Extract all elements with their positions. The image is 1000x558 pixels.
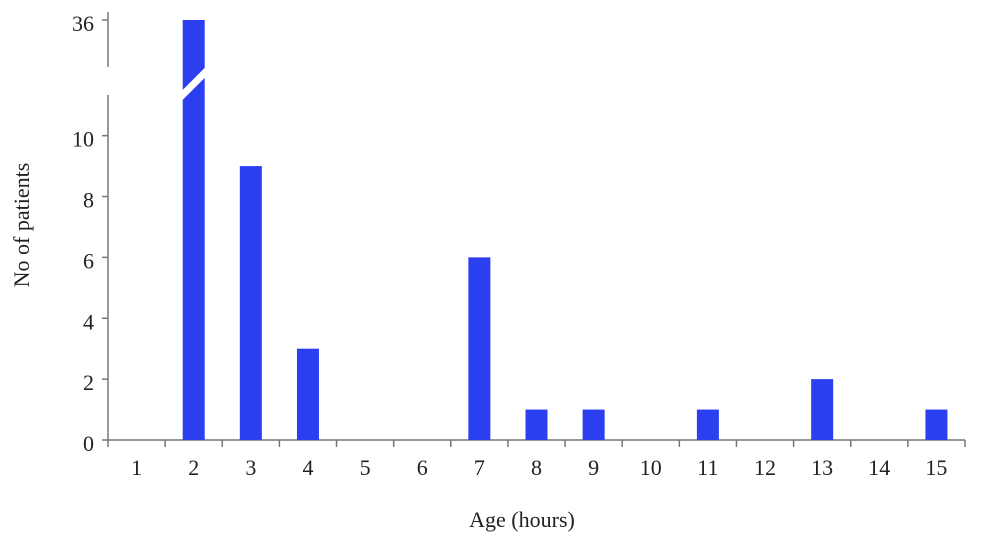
y-tick-label: 2	[83, 370, 94, 395]
bar	[582, 409, 605, 440]
bar	[525, 409, 548, 440]
x-tick-label: 9	[588, 455, 599, 480]
x-tick-label: 5	[360, 455, 371, 480]
x-tick-label: 4	[302, 455, 313, 480]
x-tick-label: 12	[754, 455, 776, 480]
bar	[239, 166, 262, 440]
bar	[811, 379, 834, 440]
y-tick-label: 0	[83, 431, 94, 456]
x-axis-label: Age (hours)	[469, 507, 575, 532]
x-tick-label: 8	[531, 455, 542, 480]
x-tick-label: 11	[697, 455, 718, 480]
y-tick-label: 4	[83, 309, 94, 334]
x-tick-label: 3	[245, 455, 256, 480]
y-tick-label: 36	[72, 11, 94, 36]
axis-break-mark	[179, 64, 208, 103]
x-tick-label: 6	[417, 455, 428, 480]
bar	[468, 257, 491, 440]
x-tick-label: 2	[188, 455, 199, 480]
x-tick-label: 15	[925, 455, 947, 480]
y-tick-label: 6	[83, 248, 94, 273]
bar	[696, 409, 719, 440]
x-tick-label: 10	[640, 455, 662, 480]
x-tick-label: 13	[811, 455, 833, 480]
y-tick-label: 8	[83, 188, 94, 213]
x-tick-label: 14	[868, 455, 890, 480]
y-axis-label: No of patients	[9, 163, 34, 288]
bar	[925, 409, 948, 440]
y-tick-label: 10	[72, 127, 94, 152]
x-tick-label: 1	[131, 455, 142, 480]
bar	[182, 20, 205, 440]
x-tick-label: 7	[474, 455, 485, 480]
bar	[296, 348, 319, 440]
